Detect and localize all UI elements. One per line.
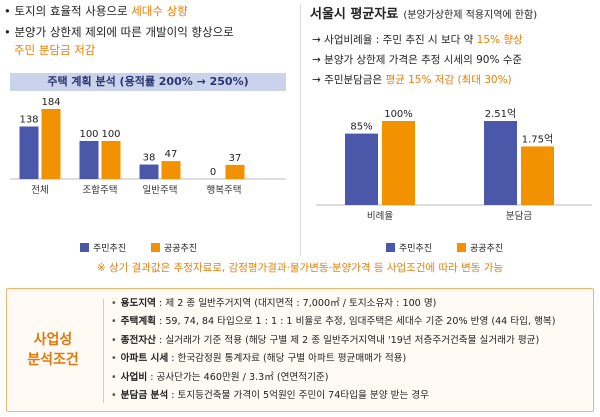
category-label: 조합주택 — [83, 185, 118, 196]
conditions-title: 사업성 분석조건 — [7, 289, 99, 411]
arrow-icon: → — [312, 74, 321, 86]
info-highlight: 15% 향상 — [476, 34, 523, 46]
title-main: 서울시 평균자료 — [310, 7, 399, 22]
bar-value-label: 47 — [165, 149, 178, 160]
info-line-price: → 분양가 상한제 가격은 추정 시세의 90% 수준 — [312, 52, 522, 68]
title-sub: (분양가상한제 적용지역에 한함) — [403, 10, 538, 21]
info-text: 분양가 상한제 가격은 추정 시세의 90% 수준 — [324, 54, 523, 66]
housing-chart-legend: 주민추진 공공추진 — [80, 241, 197, 254]
condition-key: 사업비 — [120, 371, 148, 383]
info-text: 주민분담금은 — [324, 74, 386, 86]
bar — [161, 161, 181, 179]
bar — [79, 140, 99, 179]
condition-text: : 실거래가 기준 적용 (해당 구별 제 2 종 일반주거지역내 '19년 저… — [155, 334, 540, 346]
legend-swatch-resident — [386, 243, 395, 252]
bar-value-label: 0 — [210, 167, 216, 178]
bar — [101, 140, 121, 179]
arrow-icon: → — [312, 54, 321, 66]
condition-text: : 공사단가는 460만원 / 3.3㎡ (연면적기준) — [147, 371, 329, 383]
conditions-divider — [103, 299, 104, 403]
legend-label-public: 공공추진 — [470, 244, 504, 254]
bar — [41, 109, 61, 179]
legend-label-resident: 주민추진 — [93, 244, 127, 254]
bar-value-label: 184 — [41, 97, 60, 108]
legend-swatch-public — [457, 243, 466, 252]
legend-label-resident: 주민추진 — [399, 244, 433, 254]
condition-item: • 사업비 : 공사단가는 460만원 / 3.3㎡ (연면적기준) — [111, 369, 589, 387]
bar-value-label: 1.75억 — [522, 133, 553, 145]
bar — [345, 133, 378, 205]
bar — [139, 164, 159, 179]
condition-item: • 용도지역 : 제 2 종 일반주거지역 (대지면적 : 7,000㎡ / 토지… — [111, 295, 589, 313]
bar — [521, 146, 554, 205]
bullet-text: 토지의 효율적 사용으로 — [14, 4, 132, 18]
condition-key: 종전자산 — [120, 334, 156, 346]
bar-value-label: 100 — [101, 129, 120, 140]
bar-value-label: 2.51억 — [485, 108, 516, 120]
right-panel: 서울시 평균자료 (분양가상한제 적용지역에 한함) → 사업비례율 : 주민 … — [306, 0, 600, 258]
bullet-dot: • — [111, 298, 117, 309]
condition-key: 주택계획 — [120, 316, 156, 328]
legend-label-public: 공공추진 — [164, 244, 198, 254]
condition-item: • 주택계획 : 59, 74, 84 타입으로 1 : 1 : 1 비율로 추정… — [111, 313, 589, 331]
condition-text: : 제 2 종 일반주거지역 (대지면적 : 7,000㎡ / 토지소유자 : … — [155, 298, 437, 309]
bar-value-label: 37 — [229, 153, 242, 164]
conditions-title-line1: 사업성 — [33, 332, 73, 348]
info-line-contribution: → 주민분담금은 평균 15% 저감 (최대 30%) — [312, 72, 512, 88]
bar-value-label: 100% — [384, 109, 413, 120]
bullet-price-cap: • 분양가 상한제 제외에 따른 개발이익 향상으로 — [4, 24, 234, 40]
condition-text: : 토지등건축물 가격이 5억원인 주민이 74타입을 분양 받는 경우 — [168, 390, 429, 402]
legend-swatch-resident — [80, 243, 89, 252]
condition-key: 아파트 시세 — [120, 353, 169, 365]
housing-chart-title: 주택 계획 분석 (용적률 200% → 250%) — [10, 73, 286, 91]
category-label: 행복주택 — [207, 184, 242, 196]
condition-key: 분담금 분석 — [120, 390, 169, 402]
condition-text: : 한국감정원 통계자료 (해당 구별 아파트 평균매매가 적용) — [168, 353, 407, 365]
bar-value-label: 100 — [79, 129, 98, 140]
condition-item: • 아파트 시세 : 한국감정원 통계자료 (해당 구별 아파트 평균매매가 적용… — [111, 350, 589, 368]
bar — [19, 126, 39, 179]
left-panel: • 토지의 효율적 사용으로 세대수 상향 • 분양가 상한제 제외에 따른 개… — [0, 0, 296, 258]
info-text: 사업비례율 : 주민 추진 시 보다 약 — [324, 34, 477, 46]
bar-value-label: 38 — [143, 153, 156, 164]
info-highlight: 평균 15% 저감 (최대 30%) — [385, 74, 512, 86]
conditions-title-line2: 분석조건 — [27, 352, 79, 368]
disclaimer-note: ※ 상기 결과값은 추정자료로, 감정평가결과·물가변동·분양가격 등 사업조건… — [96, 262, 504, 274]
seoul-average-title: 서울시 평균자료 (분양가상한제 적용지역에 한함) — [310, 3, 537, 22]
condition-key: 용도지역 — [120, 298, 156, 309]
bar — [382, 121, 415, 205]
bar — [484, 121, 517, 205]
panel-divider — [300, 4, 301, 256]
bar-value-label: 138 — [19, 115, 38, 126]
bullet-dot: • — [111, 371, 117, 383]
bar-value-label: 85% — [350, 122, 372, 133]
bullet-efficiency: • 토지의 효율적 사용으로 세대수 상향 — [4, 3, 188, 19]
condition-text: : 59, 74, 84 타입으로 1 : 1 : 1 비율로 추정, 임대주택… — [155, 316, 556, 328]
bullet-highlight: 세대수 상향 — [131, 4, 188, 18]
conditions-list: • 용도지역 : 제 2 종 일반주거지역 (대지면적 : 7,000㎡ / 토지… — [111, 295, 589, 405]
bullet-text: 분양가 상한제 제외에 따른 개발이익 향상으로 — [14, 25, 234, 39]
bullet-dot: • — [111, 334, 117, 346]
category-label: 분담금 — [506, 210, 532, 222]
bullet-dot: • — [111, 353, 117, 365]
bullet-dot: • — [111, 390, 117, 402]
condition-item: • 분담금 분석 : 토지등건축물 가격이 5억원인 주민이 74타입을 분양 받… — [111, 387, 589, 405]
analysis-conditions-box: 사업성 분석조건 • 용도지역 : 제 2 종 일반주거지역 (대지면적 : 7,… — [6, 288, 594, 412]
category-label: 전체 — [31, 185, 48, 196]
legend-swatch-public — [151, 243, 160, 252]
bar — [225, 164, 245, 179]
arrow-icon: → — [312, 34, 321, 46]
category-label: 비례율 — [367, 211, 393, 222]
info-line-ratio: → 사업비례율 : 주민 추진 시 보다 약 15% 향상 — [312, 32, 523, 48]
category-label: 일반주택 — [143, 185, 178, 196]
bullet-marker: • — [4, 25, 11, 39]
bullet-dot: • — [111, 316, 117, 328]
bullet-price-cap-highlight: 주민 분담금 저감 — [14, 43, 96, 57]
condition-item: • 종전자산 : 실거래가 기준 적용 (해당 구별 제 2 종 일반주거지역내 … — [111, 332, 589, 350]
bullet-marker: • — [4, 4, 11, 18]
seoul-chart-legend: 주민추진 공공추진 — [386, 241, 503, 254]
